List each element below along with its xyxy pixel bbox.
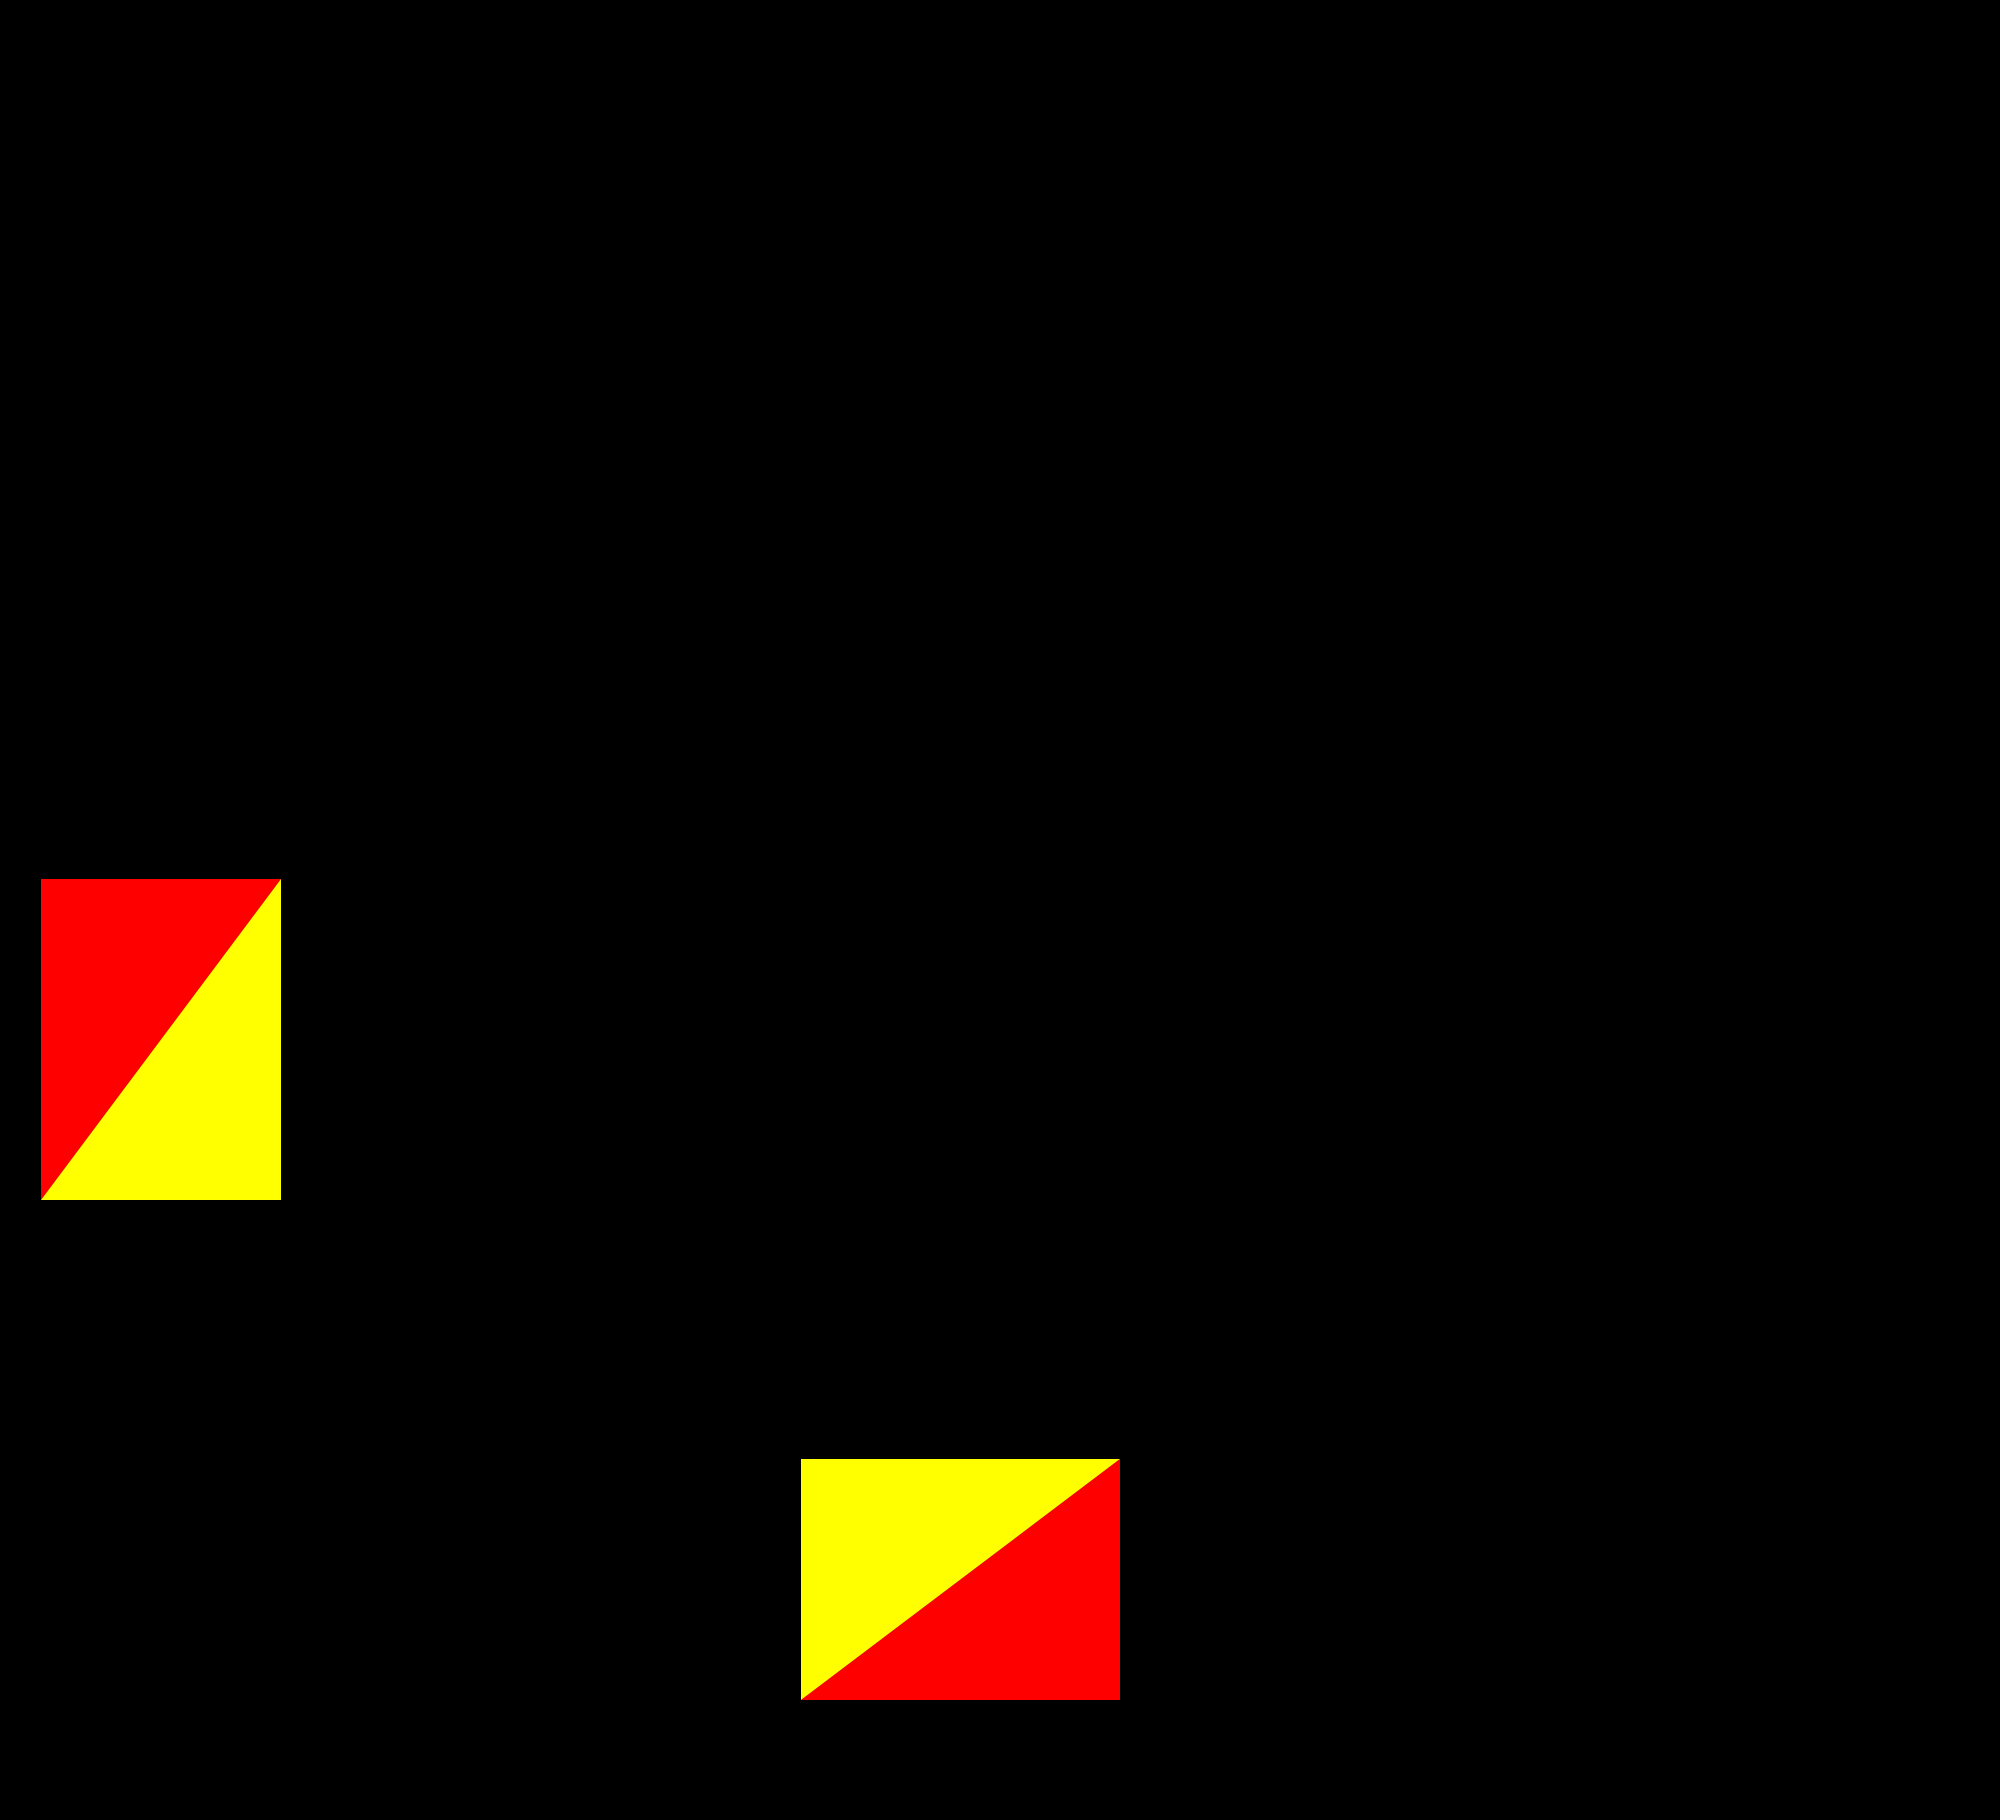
lower-right-triangle [801, 1459, 1120, 1700]
diagonal-split-rectangle-portrait [41, 879, 281, 1200]
diagonal-split-rectangle-landscape [801, 1459, 1120, 1700]
diagonal-split-rectangle-landscape-graphic [801, 1459, 1120, 1700]
diagonal-split-rectangle-portrait-graphic [41, 879, 281, 1200]
lower-right-triangle [41, 879, 281, 1200]
